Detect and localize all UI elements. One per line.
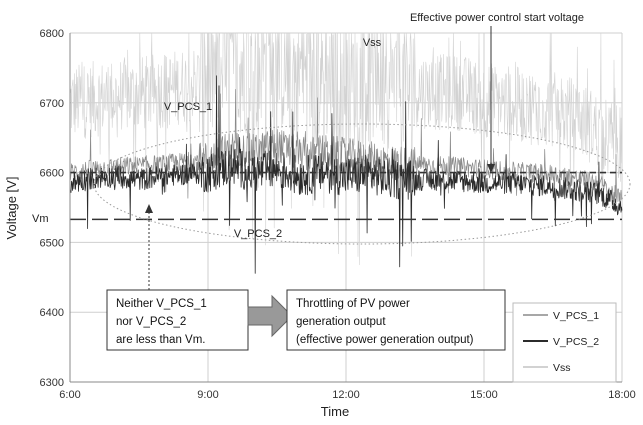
x-tick-label: 6:00	[59, 389, 80, 401]
highlight-ellipse	[93, 123, 631, 245]
x-tick-label: 15:00	[470, 389, 498, 401]
neither-arrowhead	[145, 204, 153, 213]
y-tick-label: 6700	[40, 98, 64, 110]
legend-label-vpcs1: V_PCS_1	[553, 310, 599, 322]
x-axis-ticks: 6:00 9:00 12:00 15:00 18:00	[59, 389, 635, 401]
throttle-box-line-2: generation output	[296, 316, 386, 328]
x-tick-label: 12:00	[332, 389, 360, 401]
throttle-box	[286, 289, 506, 351]
start-voltage-arrowhead	[487, 164, 495, 173]
series-group	[69, 32, 623, 274]
y-tick-label: 6300	[40, 377, 64, 389]
x-tick-label: 9:00	[197, 389, 218, 401]
x-axis-title: Time	[321, 404, 349, 419]
y-axis-title: Voltage [V]	[4, 177, 19, 240]
legend-box	[512, 302, 617, 383]
y-tick-label: 6400	[40, 307, 64, 319]
neither-box-line-2: nor V_PCS_2	[116, 316, 186, 328]
y-axis-ticks: 6300 6400 6500 6600 6700 6800	[40, 28, 64, 389]
legend: V_PCS_1 V_PCS_2 Vss	[512, 302, 617, 383]
y-tick-label: 6600	[40, 168, 64, 180]
neither-box	[106, 289, 249, 351]
legend-label-vss: Vss	[553, 362, 571, 374]
vpcs2-label: V_PCS_2	[234, 228, 282, 240]
vm-label: Vm	[32, 213, 49, 225]
series-line-v-pcs-2	[69, 75, 623, 274]
series-line-vss	[69, 32, 623, 266]
throttle-box-line-1: Throttling of PV power	[296, 298, 410, 310]
throttle-box-line-3: (effective power generation output)	[296, 334, 474, 346]
throttle-block-arrow	[247, 294, 293, 338]
y-tick-label: 6800	[40, 28, 64, 40]
x-tick-label: 18:00	[608, 389, 636, 401]
vpcs1-label: V_PCS_1	[164, 101, 212, 113]
neither-box-line-3: are less than Vm.	[116, 334, 205, 346]
start-voltage-label: Effective power control start voltage	[410, 12, 584, 24]
reference-lines	[70, 171, 622, 221]
neither-box-line-1: Neither V_PCS_1	[116, 298, 207, 310]
legend-label-vpcs2: V_PCS_2	[553, 336, 599, 348]
vss-label: Vss	[363, 37, 382, 49]
y-tick-label: 6500	[40, 237, 64, 249]
